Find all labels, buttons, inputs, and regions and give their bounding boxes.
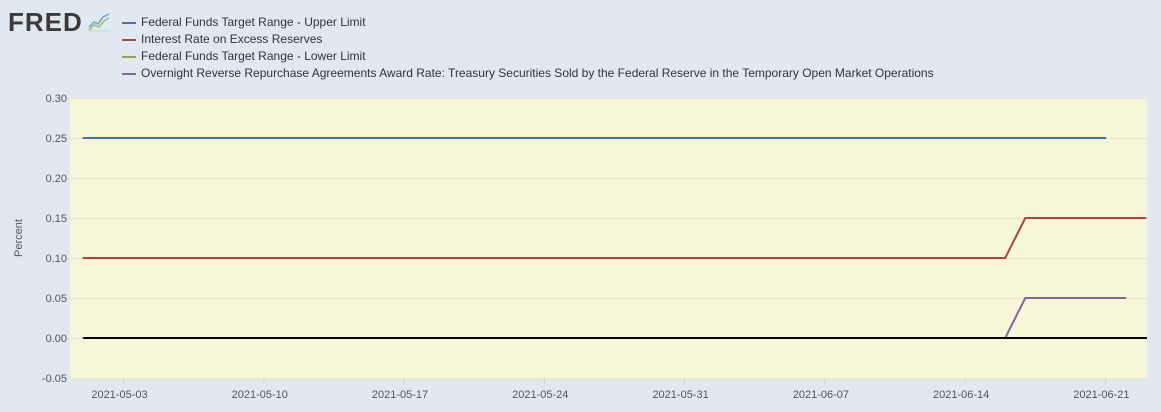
legend-swatch xyxy=(122,55,136,58)
x-tick-label: 2021-06-21 xyxy=(1073,389,1129,401)
y-axis-label: Percent xyxy=(13,219,25,257)
y-tick-label: 0.20 xyxy=(46,173,67,185)
x-tick-label: 2021-05-10 xyxy=(232,389,288,401)
x-tick-label: 2021-05-31 xyxy=(652,389,708,401)
y-tick-label: -0.05 xyxy=(42,373,67,385)
x-tick-label: 2021-05-17 xyxy=(372,389,428,401)
y-tick-label: 0.15 xyxy=(46,213,67,225)
legend-label: Federal Funds Target Range - Lower Limit xyxy=(141,49,366,63)
line-chart-icon xyxy=(87,13,110,32)
legend-swatch xyxy=(122,38,136,41)
y-tick-label: 0.10 xyxy=(46,253,67,265)
fred-logo-text: FRED xyxy=(8,7,83,37)
x-tick-label: 2021-06-07 xyxy=(793,389,849,401)
y-tick-label: 0.05 xyxy=(46,293,67,305)
x-tick-label: 2021-05-03 xyxy=(91,389,147,401)
plot-area xyxy=(70,98,1147,378)
fred-logo: FRED xyxy=(8,8,111,36)
y-tick-label: 0.30 xyxy=(46,93,67,105)
series-line-interest-rate-on-excess-reserves xyxy=(82,217,1147,259)
legend-item: Federal Funds Target Range - Upper Limit xyxy=(122,14,934,31)
x-tick-label: 2021-06-14 xyxy=(933,389,989,401)
legend-swatch xyxy=(122,21,136,24)
legend-label: Overnight Reverse Repurchase Agreements … xyxy=(141,66,934,80)
y-tick-label: 0.25 xyxy=(46,133,67,145)
legend: Federal Funds Target Range - Upper Limit… xyxy=(122,14,934,82)
legend-label: Federal Funds Target Range - Upper Limit xyxy=(141,15,366,29)
y-tick-label: 0.00 xyxy=(46,333,67,345)
legend-item: Interest Rate on Excess Reserves xyxy=(122,31,934,48)
legend-item: Overnight Reverse Repurchase Agreements … xyxy=(122,65,934,82)
legend-label: Interest Rate on Excess Reserves xyxy=(141,32,323,46)
x-tick-label: 2021-05-24 xyxy=(512,389,568,401)
legend-item: Federal Funds Target Range - Lower Limit xyxy=(122,48,934,65)
legend-swatch xyxy=(122,72,136,75)
